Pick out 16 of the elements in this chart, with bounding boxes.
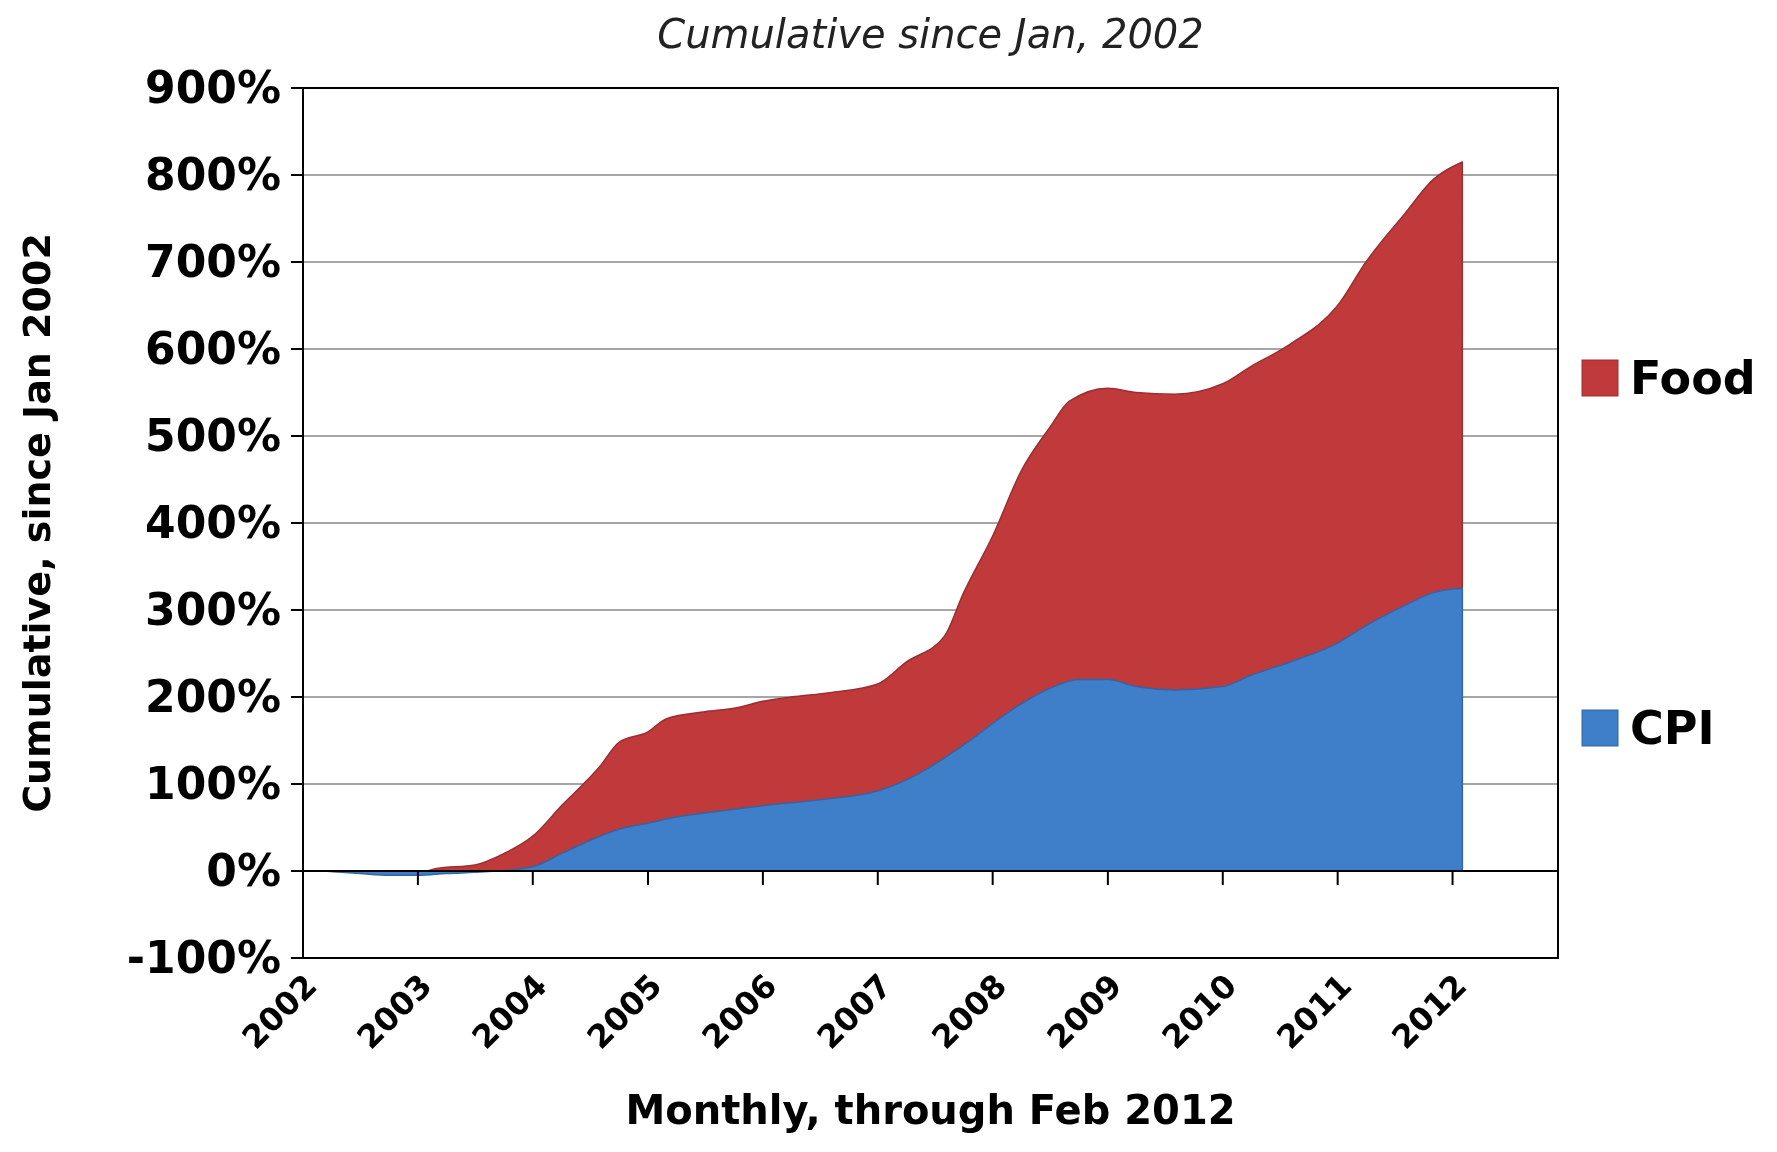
y-tick-label: 800% (145, 149, 281, 201)
y-tick-label: -100% (126, 932, 281, 984)
y-tick-label: 900% (145, 62, 281, 114)
legend-label: CPI (1630, 701, 1715, 756)
y-tick-label: 600% (145, 323, 281, 375)
chart-title: Cumulative since Jan, 2002 (657, 11, 1204, 57)
legend-label: Food (1630, 351, 1756, 406)
y-tick-label: 200% (145, 671, 281, 723)
y-tick-label: 700% (145, 236, 281, 288)
y-tick-label: 400% (145, 497, 281, 549)
y-tick-label: 0% (206, 845, 281, 897)
y-tick-label: 500% (145, 410, 281, 462)
y-tick-label: 100% (145, 758, 281, 810)
x-axis-title: Monthly, through Feb 2012 (625, 1087, 1236, 1133)
y-axis-title: Cumulative, since Jan 2002 (15, 233, 59, 813)
y-tick-label: 300% (145, 584, 281, 636)
